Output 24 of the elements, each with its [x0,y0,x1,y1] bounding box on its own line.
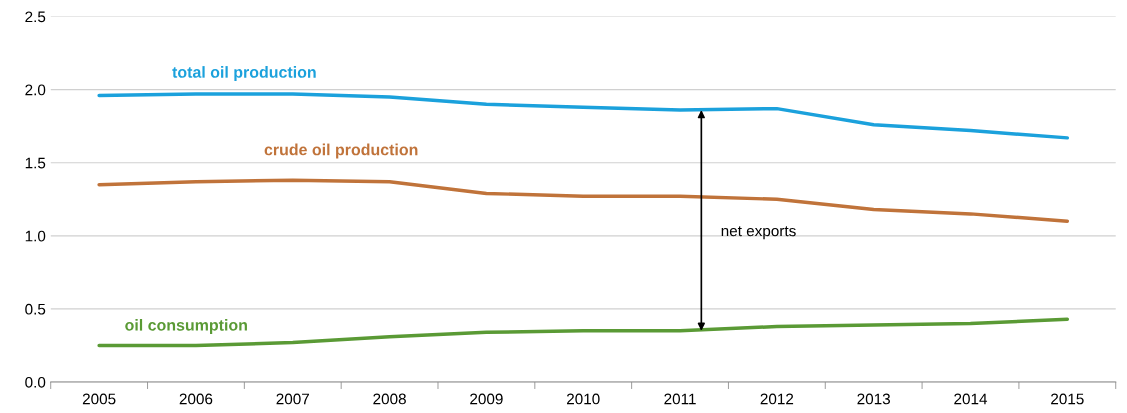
x-tick-label: 2015 [1051,393,1084,405]
x-tick-label: 2013 [857,393,890,405]
line-series [97,317,1070,348]
y-tick-label: 1.0 [25,230,46,242]
annotation: net exports [721,226,796,240]
x-tick-label: 2008 [373,393,406,405]
line-series [97,92,1070,140]
x-tick-label: 2011 [664,393,696,405]
x-tick-label: 2005 [82,393,116,405]
y-tick-label: 0.5 [25,303,46,315]
y-tick-label: 2.5 [25,11,46,23]
x-tick-label: 2012 [760,393,794,405]
y-tick-label: 2.0 [25,84,46,96]
y-tick-label: 1.5 [25,157,46,169]
x-tick-label: 2009 [470,393,503,405]
x-tick-label: 2007 [276,393,309,405]
x-tick-label: 2014 [954,393,988,405]
x-tick-label: 2006 [179,393,213,405]
x-tick-label: 2010 [567,393,600,405]
line-series [97,178,1070,223]
y-tick-label: 0.0 [25,376,46,388]
series-label: oil consumption [125,319,247,334]
series-label: total oil production [172,66,316,81]
series-label: crude oil production [264,143,418,159]
